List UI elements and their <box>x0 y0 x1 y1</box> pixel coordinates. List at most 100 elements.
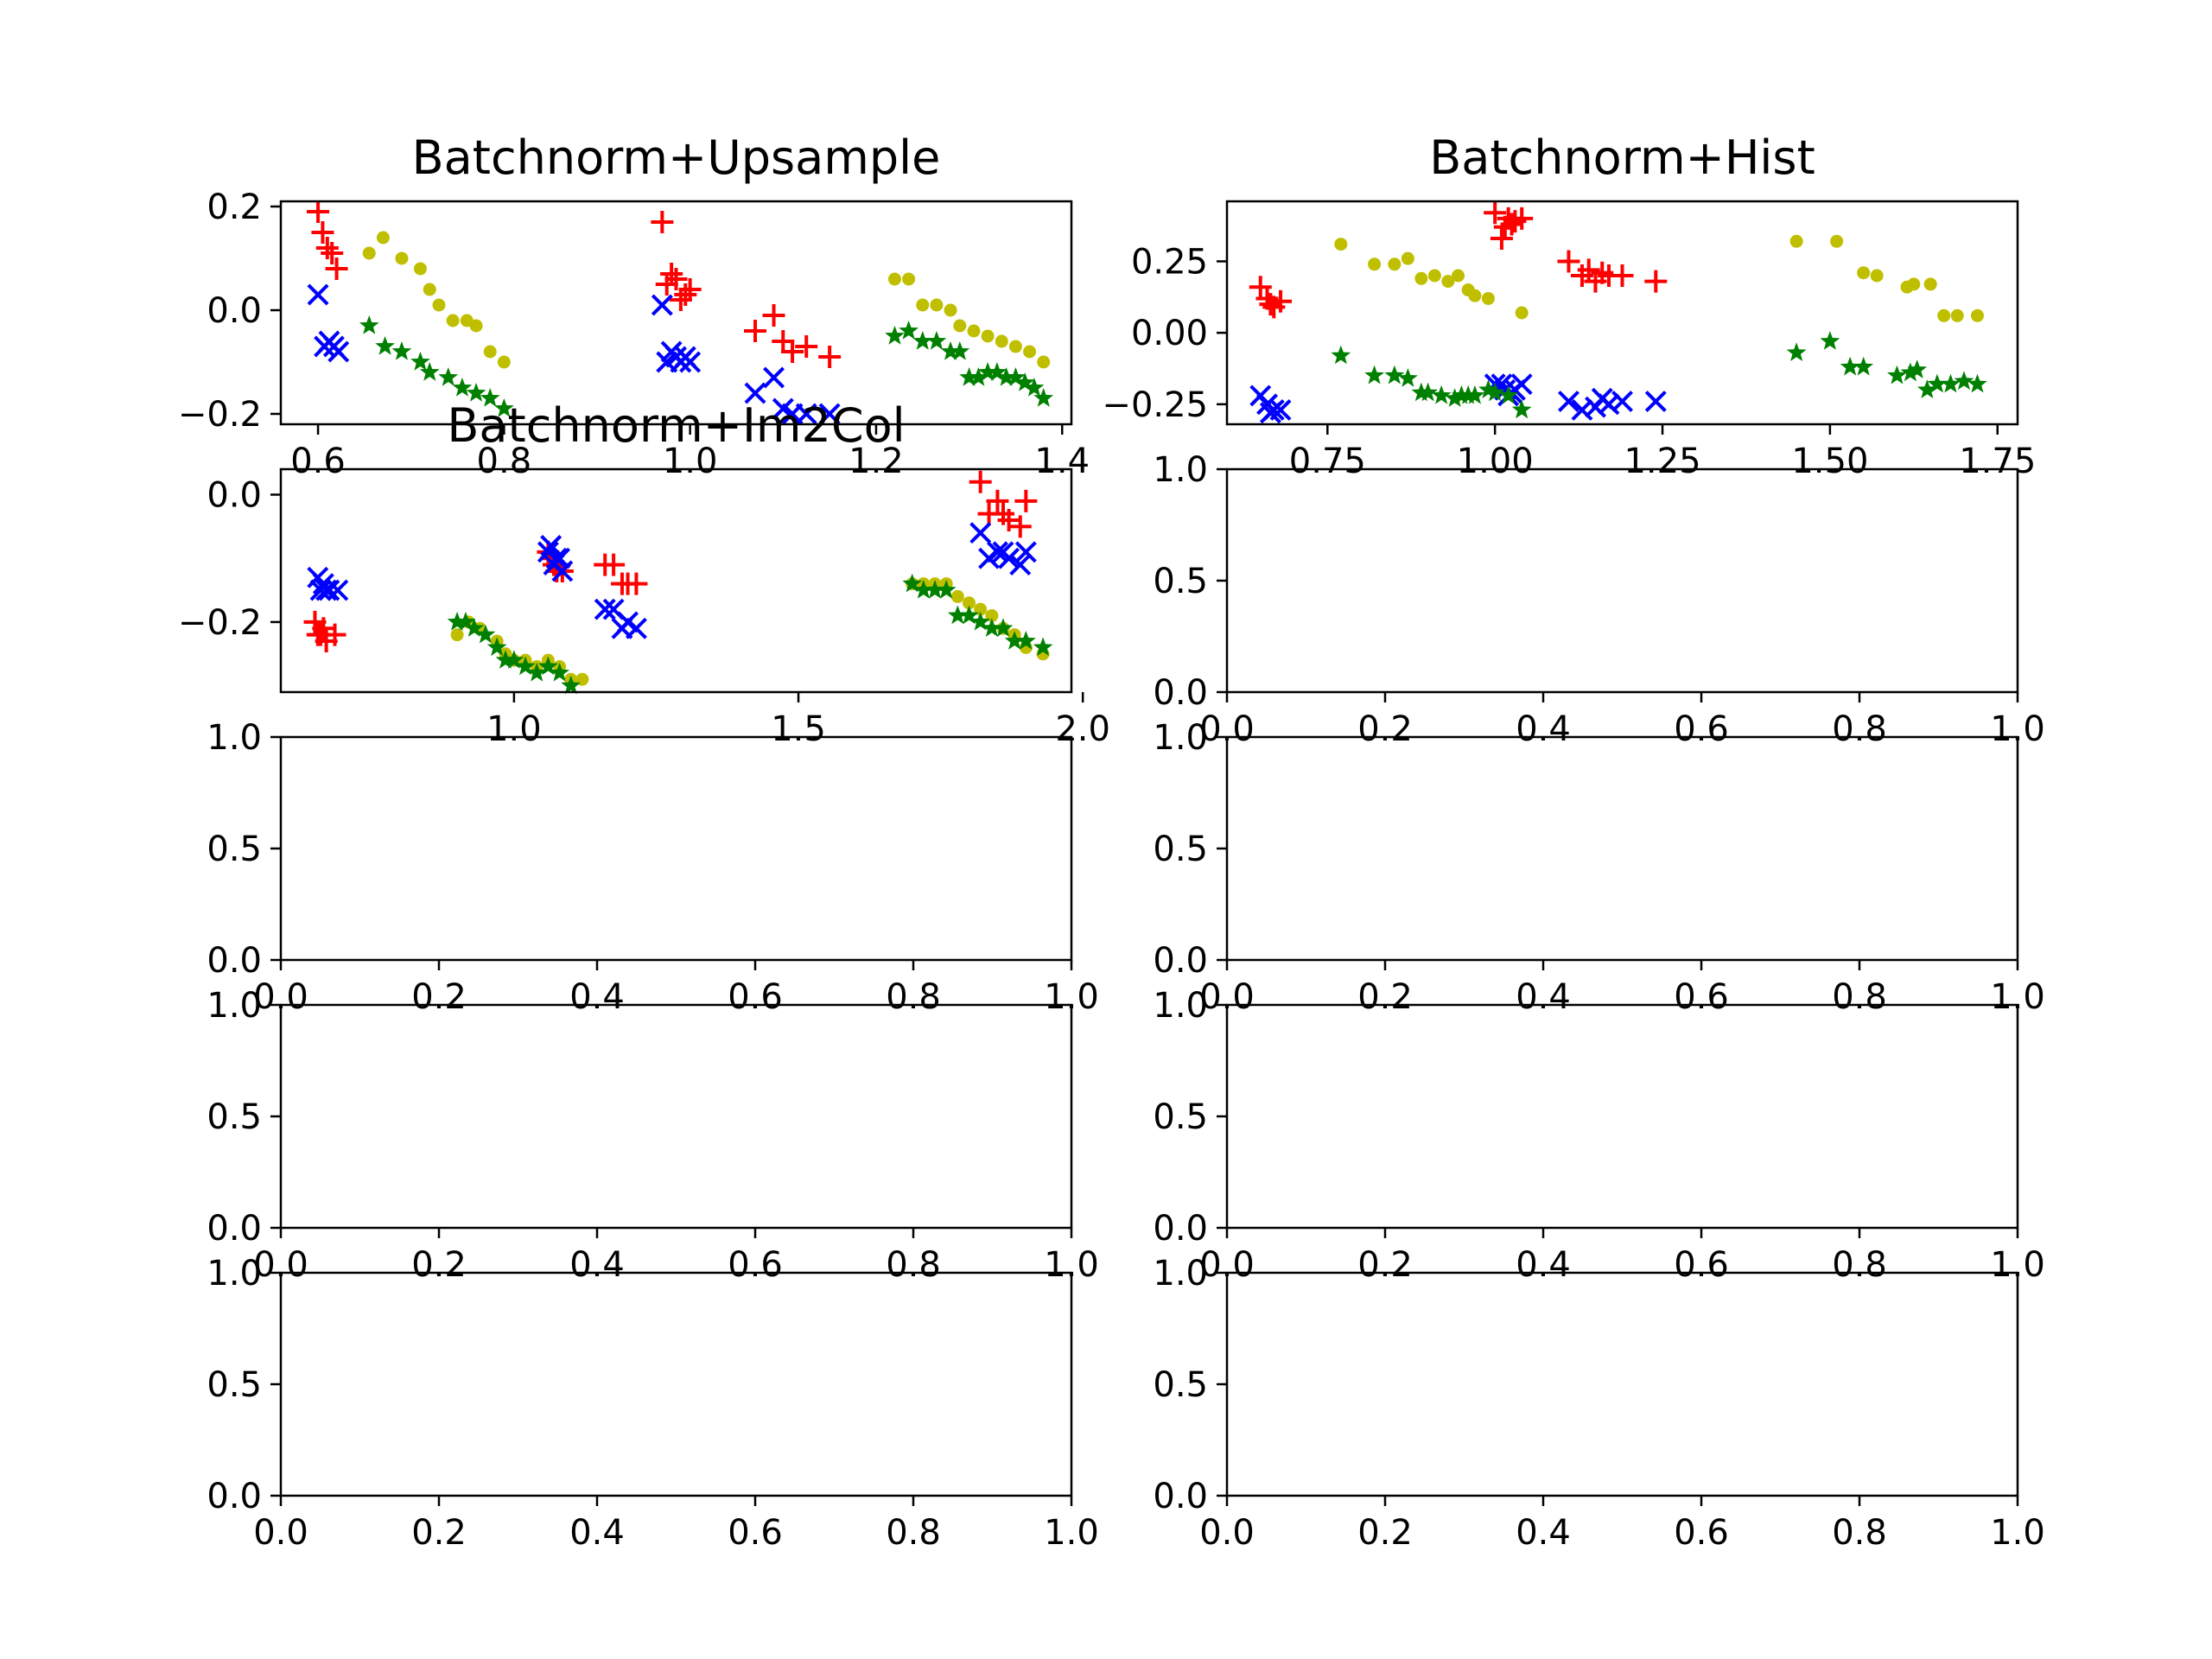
data-point-s4 <box>550 662 569 682</box>
data-point-s1 <box>1611 264 1634 287</box>
data-point-s4 <box>486 637 507 657</box>
y-tick-label: 0.2 <box>207 188 262 227</box>
data-point-s4 <box>1820 331 1840 350</box>
subplots: 0.6 0.8 1.0 1.2 1.4 −0.2 0.0 0.2 Batchnorm+Upsam… <box>178 130 2045 1553</box>
data-point-s2 <box>744 382 766 404</box>
data-point-s3 <box>1950 308 1964 322</box>
data-point-s3 <box>995 334 1008 348</box>
data-point-s4 <box>1465 385 1485 404</box>
data-point-s2 <box>1558 391 1580 413</box>
data-point-s2 <box>763 366 785 389</box>
y-tick-label: 0.00 <box>1131 314 1208 353</box>
x-tick-label: 0.2 <box>411 1245 467 1285</box>
x-tick-label: 1.25 <box>1624 442 1700 481</box>
data-point-s1 <box>625 572 648 595</box>
data-point-s1 <box>651 211 674 233</box>
data-point-s1 <box>1014 489 1038 512</box>
x-tick-label: 0.8 <box>886 1513 941 1553</box>
x-tick-label: 0.8 <box>1832 709 1887 749</box>
data-point-s2 <box>986 541 1008 563</box>
data-point-s2 <box>1014 541 1037 563</box>
data-point-s4 <box>1033 388 1054 407</box>
x-tick-label: 0.6 <box>728 1245 783 1285</box>
y-tick-label: 1.0 <box>207 1254 262 1294</box>
data-point-s1 <box>311 221 334 244</box>
y-tick-label: 1.0 <box>207 986 262 1026</box>
x-tick-label: 0.2 <box>411 1513 467 1553</box>
data-point-s4 <box>438 367 459 386</box>
data-point-s4 <box>410 352 430 371</box>
data-point-s3 <box>950 589 964 603</box>
data-point-s4 <box>538 656 558 676</box>
data-point-s4 <box>1418 382 1438 402</box>
x-tick-label: 0.6 <box>728 977 783 1017</box>
data-point-s1 <box>307 200 330 223</box>
data-point-s3 <box>944 303 957 317</box>
data-point-s4 <box>464 618 485 637</box>
data-point-s3 <box>1468 289 1482 302</box>
data-point-s4 <box>1916 379 1937 398</box>
data-point-s1 <box>969 470 992 493</box>
data-point-s4 <box>885 326 905 345</box>
data-point-s3 <box>1481 291 1495 305</box>
x-tick-label: 0.8 <box>886 977 941 1017</box>
data-point-s3 <box>1870 269 1884 283</box>
data-point-s4 <box>1954 371 1974 391</box>
x-tick-label: 0.2 <box>1357 1513 1413 1553</box>
data-point-s2 <box>545 547 568 569</box>
x-tick-label: 0.6 <box>1674 1245 1729 1285</box>
data-point-s3 <box>1830 234 1844 248</box>
y-tick-label: −0.2 <box>178 603 262 643</box>
y-tick-label: 0.5 <box>207 1365 262 1405</box>
x-tick-label: 0.8 <box>886 1245 941 1285</box>
data-point-s4 <box>899 321 918 340</box>
x-tick-label: 0.2 <box>411 977 467 1017</box>
data-point-s4 <box>912 331 933 350</box>
subplot-title: Batchnorm+Upsample <box>412 130 941 185</box>
data-point-s1 <box>1557 250 1580 273</box>
subplot-2: 0.75 1.00 1.25 1.50 1.75 −0.25 0.00 0.25 Batchno… <box>1102 130 2036 481</box>
data-point-s4 <box>1967 373 1987 393</box>
data-point-s2 <box>625 617 647 639</box>
data-point-s3 <box>450 628 464 642</box>
data-point-s4 <box>504 650 524 669</box>
data-point-s2 <box>309 579 332 601</box>
x-tick-label: 0.2 <box>1357 709 1413 749</box>
x-tick-label: 0.8 <box>1832 1513 1887 1553</box>
data-point-s3 <box>362 246 376 260</box>
axes-frame <box>279 200 1073 426</box>
data-point-s3 <box>469 319 483 333</box>
data-point-s2 <box>307 283 329 306</box>
data-point-s3 <box>376 231 390 245</box>
x-tick-label: 0.2 <box>1357 977 1413 1017</box>
data-point-s2 <box>795 403 817 425</box>
x-tick-label: 1.4 <box>1034 442 1090 481</box>
x-tick-label: 0.0 <box>1199 1513 1255 1553</box>
data-point-s3 <box>413 262 427 276</box>
data-point-s4 <box>1478 379 1498 398</box>
data-point-s3 <box>1427 269 1441 283</box>
x-tick-label: 1.0 <box>1990 1513 2045 1553</box>
markers <box>307 200 1054 425</box>
data-point-s4 <box>391 341 412 360</box>
data-point-s1 <box>795 335 818 358</box>
data-point-s2 <box>327 579 349 601</box>
data-point-s2 <box>679 351 702 373</box>
y-tick-label: 0.5 <box>207 1097 262 1137</box>
data-point-s4 <box>466 383 486 402</box>
data-point-s3 <box>1857 266 1871 280</box>
data-point-s1 <box>323 623 346 646</box>
data-point-s3 <box>1907 277 1921 291</box>
data-point-s4 <box>950 341 970 360</box>
data-point-s4 <box>452 378 473 397</box>
data-point-s4 <box>1941 373 1961 393</box>
y-tick-label: 0.5 <box>1153 1365 1208 1405</box>
data-point-s4 <box>1364 365 1384 385</box>
data-point-s4 <box>526 662 547 682</box>
data-point-s4 <box>993 618 1014 637</box>
data-point-s4 <box>1033 637 1053 657</box>
data-point-s3 <box>1368 257 1382 271</box>
x-tick-label: 0.4 <box>1516 977 1571 1017</box>
data-point-s4 <box>1445 388 1465 407</box>
